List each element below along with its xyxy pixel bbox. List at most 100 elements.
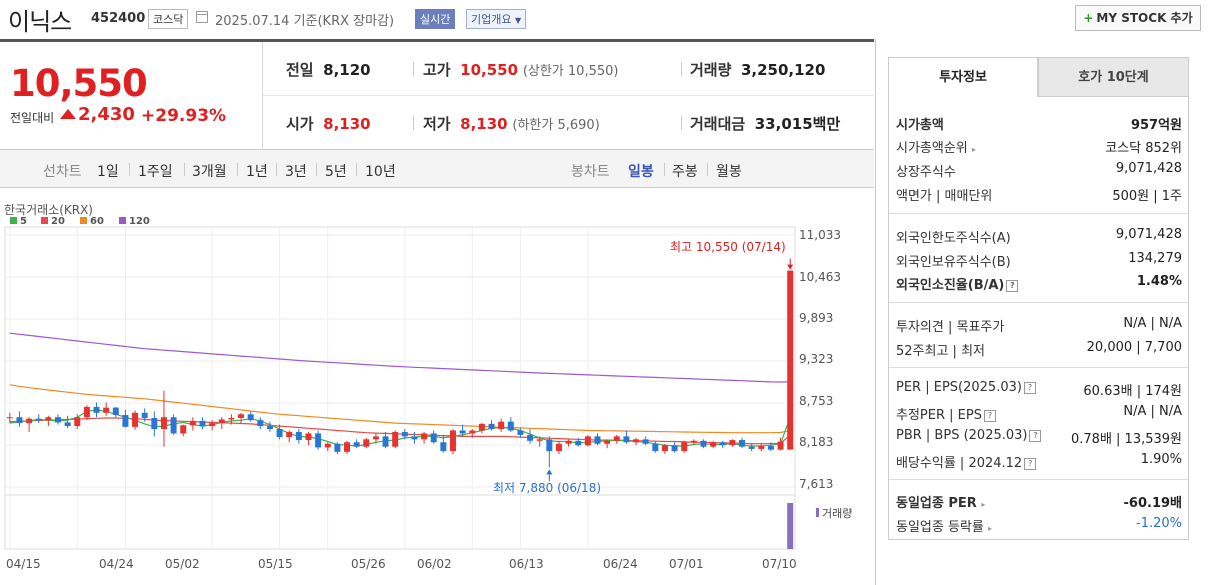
rank-row[interactable]: 시가총액순위 ▸ 코스닥 852위 xyxy=(896,137,1182,157)
per-row: PER | EPS(2025.03)? 60.63배 | 174원 xyxy=(896,380,1182,400)
sector-rate-label: 동일업종 등락률 ▸ xyxy=(896,516,992,535)
y-tick: 8,753 xyxy=(799,394,834,408)
candle-body xyxy=(305,433,312,441)
candle-body xyxy=(103,407,110,413)
x-tick: 07/10 xyxy=(762,557,797,571)
candle-body xyxy=(372,436,379,440)
candle-weekly[interactable]: 주봉 xyxy=(672,164,698,180)
invest-info-panel xyxy=(888,97,1189,540)
chevron-right-icon: ▸ xyxy=(988,524,993,533)
candle-body xyxy=(584,436,591,446)
dividend-label-text: 배당수익률 | 2024.12 xyxy=(896,456,1023,471)
candle-body xyxy=(238,414,245,418)
period-divider xyxy=(316,163,317,176)
candle-body xyxy=(642,439,649,444)
change-percent: +29.93% xyxy=(141,106,227,126)
period-1y[interactable]: 1년 xyxy=(246,164,268,180)
candle-body xyxy=(633,439,640,443)
chevron-right-icon: ▸ xyxy=(981,500,986,509)
high-arrow-head xyxy=(787,264,794,270)
candle-body xyxy=(546,439,553,452)
volume-bar xyxy=(787,503,794,549)
candle-body xyxy=(122,415,129,427)
candle-body xyxy=(440,442,447,452)
candle-body xyxy=(710,442,717,447)
candle-body xyxy=(758,445,765,449)
candle-body xyxy=(450,430,456,452)
help-icon[interactable]: ? xyxy=(983,410,996,422)
section-divider xyxy=(889,367,1188,368)
shares-row: 상장주식수 9,071,428 xyxy=(896,161,1182,181)
legend-ma120: 120 xyxy=(119,216,150,227)
foreign-rate-row: 외국인소진율(B/A)? 1.48% xyxy=(896,274,1182,294)
x-tick: 04/24 xyxy=(99,557,134,571)
ma-line-ma5 xyxy=(9,409,791,447)
help-icon[interactable]: ? xyxy=(1024,458,1037,470)
period-3m[interactable]: 3개월 xyxy=(192,164,227,180)
realtime-button[interactable]: 실시간 xyxy=(415,9,456,29)
x-tick: 05/26 xyxy=(351,557,386,571)
dividend-value: 1.90% xyxy=(1140,452,1182,467)
candle-body xyxy=(575,440,582,446)
open-price: 시가 8,130 xyxy=(286,113,371,134)
high-value: 10,550 xyxy=(460,61,519,79)
line-chart-label: 선차트 xyxy=(43,164,82,180)
candle-daily[interactable]: 일봉 xyxy=(628,164,654,180)
y-tick: 9,893 xyxy=(799,311,834,325)
candle-body xyxy=(430,433,437,443)
y-tick: 9,323 xyxy=(799,352,834,366)
sector-rate-row[interactable]: 동일업종 등락률 ▸ -1.20% xyxy=(896,516,1182,536)
shares-label: 상장주식수 xyxy=(896,165,956,180)
tab-orderbook[interactable]: 호가 10단계 xyxy=(1038,57,1189,97)
candle-body xyxy=(209,423,216,427)
ma-line-ma120 xyxy=(9,332,791,383)
par-label: 액면가 | 매매단위 xyxy=(896,189,993,204)
period-3y[interactable]: 3년 xyxy=(285,164,307,180)
foreign-limit-label: 외국인한도주식수(A) xyxy=(896,231,1011,246)
period-1w[interactable]: 1주일 xyxy=(138,164,173,180)
per-label: PER | EPS(2025.03)? xyxy=(896,380,1036,395)
low-label: 저가 xyxy=(423,115,451,133)
legend-ma20: 20 xyxy=(41,216,65,227)
sector-per-value: -60.19배 xyxy=(1123,496,1182,511)
candle-body xyxy=(700,440,707,447)
candle-body xyxy=(739,440,745,447)
volume-legend-label: 거래량 xyxy=(822,507,853,520)
foreign-limit-value: 9,071,428 xyxy=(1115,227,1182,242)
candle-body xyxy=(344,442,350,452)
ma-line-ma20 xyxy=(9,417,791,445)
opinion-label: 투자의견 | 목표주가 xyxy=(896,320,1005,335)
corp-info-dropdown[interactable]: 기업개요 ▼ xyxy=(466,9,527,29)
candle-body xyxy=(719,442,726,446)
col-divider xyxy=(413,62,414,76)
candle-monthly[interactable]: 월봉 xyxy=(716,164,742,180)
legend-ma60-label: 60 xyxy=(90,216,104,227)
period-5y[interactable]: 5년 xyxy=(325,164,347,180)
candle-body xyxy=(498,421,505,430)
est-per-label-text: 추정PER | EPS xyxy=(896,408,982,423)
price-chart[interactable] xyxy=(0,188,874,585)
legend-swatch xyxy=(41,217,48,224)
candle-body xyxy=(83,406,90,418)
pbr-value: 0.78배 | 13,539원 xyxy=(1071,432,1182,447)
low-value: 8,130 xyxy=(460,115,508,133)
help-icon[interactable]: ? xyxy=(1029,430,1042,442)
tab-invest-info[interactable]: 투자정보 xyxy=(888,57,1038,97)
legend-ma60: 60 xyxy=(80,216,104,227)
sector-per-row[interactable]: 동일업종 PER ▸ -60.19배 xyxy=(896,492,1182,512)
period-10y[interactable]: 10년 xyxy=(365,164,396,180)
volume-legend: 거래량 xyxy=(816,505,852,521)
candle-body xyxy=(411,436,418,440)
ma-line-ma60 xyxy=(9,384,791,434)
help-icon[interactable]: ? xyxy=(1006,280,1019,292)
prev-value: 8,120 xyxy=(323,61,371,79)
candle-body xyxy=(64,422,71,427)
mystock-add-button[interactable]: + MY STOCK 추가 xyxy=(1075,5,1201,31)
est-per-value: N/A | N/A xyxy=(1123,404,1182,419)
period-1d[interactable]: 1일 xyxy=(97,164,119,180)
dividend-row: 배당수익률 | 2024.12? 1.90% xyxy=(896,452,1182,472)
candle-body xyxy=(604,440,611,444)
foreign-rate-value: 1.48% xyxy=(1136,274,1182,289)
per-label-text: PER | EPS(2025.03) xyxy=(896,380,1022,395)
help-icon[interactable]: ? xyxy=(1023,382,1036,394)
